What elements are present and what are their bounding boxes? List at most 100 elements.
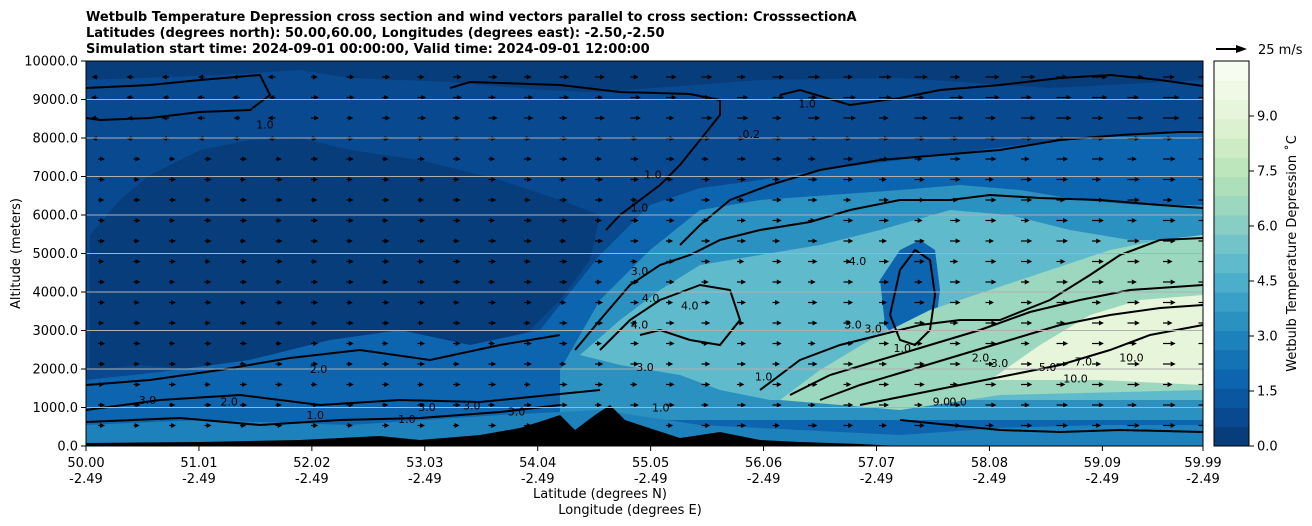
chart-title: Wetbulb Temperature Depression cross sec… (86, 10, 857, 57)
wind-vector-head (100, 218, 105, 223)
wind-vector-head (1060, 320, 1066, 326)
wind-vector-head (632, 259, 638, 264)
title-line-1: Wetbulb Temperature Depression cross sec… (86, 10, 857, 25)
wind-vector-head (419, 320, 425, 326)
wind-vector-head (526, 218, 532, 223)
wind-vector-head (383, 341, 389, 346)
contour-label: 3.0 (139, 394, 157, 407)
wind-vector-head (171, 197, 177, 203)
wind-vector-head (349, 95, 355, 100)
filled-contours (86, 61, 1203, 446)
wind-vector-head (526, 156, 532, 162)
colorbar-band (1214, 61, 1249, 81)
wind-vector-head (1027, 300, 1033, 305)
wind-vector-head (1203, 300, 1208, 305)
wind-vector-head (991, 259, 997, 264)
wind-vector-head (991, 320, 997, 326)
wind-vector-head (991, 279, 997, 285)
wind-vector-head (955, 238, 961, 244)
wind-vector-head (633, 300, 639, 305)
wind-vector-head (455, 197, 461, 203)
wind-vector-head (1170, 279, 1176, 285)
wind-vector-head (171, 382, 177, 387)
wind-vector-head (810, 218, 816, 223)
wind-vector-head (705, 197, 711, 203)
wind-vector-head (598, 259, 604, 264)
wind-vector-head (919, 238, 925, 244)
wind-vector-head (348, 279, 354, 285)
wind-vector-head (162, 95, 168, 100)
wind-vector-head (206, 300, 212, 305)
wind-vector-head (419, 382, 425, 387)
colorbar-tick-label: 0.0 (1257, 440, 1278, 455)
wind-vector-head (955, 218, 961, 223)
wind-vector-head (919, 423, 925, 428)
wind-vector-head (705, 95, 711, 100)
wind-vector-head (850, 95, 856, 100)
wind-vector-head (776, 402, 782, 408)
wind-vector-head (669, 115, 675, 121)
wind-vector-head (1098, 402, 1104, 408)
colorbar-band (1214, 388, 1249, 408)
wind-vector-head (206, 279, 212, 285)
wind-vector-head (884, 341, 890, 346)
wind-vector-head (242, 218, 248, 223)
x-tick-label-lat: 56.06 (745, 456, 782, 471)
y-axis-label: Altitude (meters) (9, 198, 24, 309)
colorbar-band (1214, 253, 1249, 274)
wind-vector-head (1131, 402, 1137, 408)
wind-vector-head (525, 259, 531, 264)
wind-vector-head (134, 423, 140, 428)
wind-vector-head (206, 361, 212, 367)
wind-vector-head (989, 177, 995, 182)
wind-vector-head (171, 259, 177, 264)
wind-vector-head (919, 95, 925, 100)
wind-reference-label: 25 m/s (1258, 43, 1303, 58)
wind-vector-head (633, 218, 639, 223)
contour-line-10 (859, 324, 1203, 406)
wind-vector-head (812, 177, 818, 182)
x-tick-label-lon: -2.49 (1186, 472, 1220, 487)
wind-vector-head (776, 279, 782, 285)
wind-vector-head (739, 320, 745, 326)
contour-line-4 (599, 283, 742, 351)
contour-label: 4.0 (642, 292, 660, 305)
wind-vector-head (919, 382, 925, 387)
wind-vector-head (598, 361, 604, 367)
wind-vector-head (135, 382, 141, 387)
wind-vector-head (170, 341, 176, 346)
wind-vector-head (419, 259, 425, 264)
wind-vector-head (884, 259, 890, 264)
wind-vector-head (668, 177, 674, 182)
wind-vector-head (922, 115, 928, 121)
wind-vector-head (1098, 115, 1104, 121)
wind-vector-head (421, 95, 427, 100)
wind-vector-head (633, 279, 639, 285)
wind-vector-head (812, 361, 818, 367)
wind-vector-head (1063, 218, 1069, 223)
y-tick-label: 4000.0 (33, 286, 79, 301)
wind-vector-head (384, 238, 390, 244)
wind-vector-head (776, 341, 782, 346)
wind-vector-head (596, 402, 602, 408)
contour-label: 9.0 (933, 396, 951, 409)
colorbar-band (1214, 369, 1249, 389)
wind-vector-head (242, 197, 248, 203)
wind-vector-head (739, 382, 745, 387)
wind-vector-head (206, 423, 212, 428)
wind-vector-head (1060, 382, 1066, 387)
wind-vector-head (741, 423, 747, 428)
wind-vector-head (1027, 361, 1033, 367)
wind-vector-head (1102, 74, 1108, 80)
wind-vector-head (348, 402, 354, 408)
wind-vector-head (919, 361, 925, 367)
wind-vector-head (348, 320, 354, 326)
wind-vector-head (917, 402, 923, 408)
wind-vector-head (420, 156, 426, 162)
wind-vector-head (1134, 95, 1140, 100)
x-tick-label-lat: 51.01 (180, 456, 217, 471)
wind-vector-head (989, 300, 995, 305)
contour-label: 1.0 (893, 342, 911, 355)
wind-vector-head (241, 300, 247, 305)
wind-vector-head (312, 197, 318, 203)
